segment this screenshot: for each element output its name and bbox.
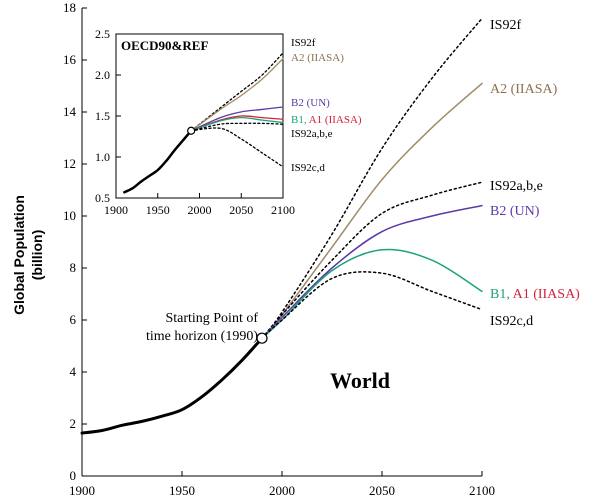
inset-x-tick-label: 2050 — [229, 203, 253, 217]
inset-x-tick-label: 2000 — [188, 203, 212, 217]
inset-series-i_is92cd — [190, 127, 284, 168]
y-axis-label-line2: (billion) — [29, 230, 45, 281]
inset-series-i_a2 — [190, 57, 284, 132]
inset-x-tick-label: 2100 — [271, 203, 295, 217]
main-x-tick-label: 2000 — [269, 483, 295, 498]
main-x-tick-label: 2050 — [369, 483, 395, 498]
main-label-is92cd: IS92c,d — [490, 314, 533, 329]
main-x-tick-label: 1950 — [169, 483, 195, 498]
main-series-is92abe — [261, 181, 483, 339]
main-y-tick-label: 2 — [70, 416, 77, 431]
inset-series-i_is92abe — [190, 122, 284, 132]
main-y-tick-label: 6 — [70, 312, 77, 327]
inset-title: OECD90&REF — [121, 38, 208, 53]
inset-series-i_is92f — [190, 52, 284, 132]
main-y-tick-label: 8 — [70, 260, 77, 275]
main-x-tick-label: 2100 — [469, 483, 495, 498]
main-y-tick-label: 18 — [63, 0, 76, 15]
main-y-tick-label: 12 — [63, 156, 76, 171]
inset-x-tick-label: 1900 — [104, 203, 128, 217]
main-label-a2: A2 (IIASA) — [490, 82, 558, 97]
main-label-is92f: IS92f — [490, 18, 521, 33]
inset-y-tick-label: 1.0 — [95, 150, 110, 164]
inset-label-i_is92f: IS92f — [291, 37, 316, 49]
inset-y-tick-label: 0.5 — [95, 191, 110, 205]
inset-label-i_b1a1: B1, A1 (IIASA) — [291, 114, 362, 126]
inset-label-i_is92abe: IS92a,b,e — [291, 128, 333, 140]
main-y-tick-label: 14 — [63, 104, 77, 119]
inset-x-tick-label: 1950 — [146, 203, 170, 217]
inset-frame — [115, 33, 284, 199]
world-title: World — [330, 368, 390, 393]
annotation-line1: Starting Point of — [165, 311, 258, 326]
inset-start-point-marker — [187, 126, 196, 135]
main-series-historical — [80, 336, 264, 435]
inset-series-i_b2 — [190, 106, 284, 132]
annotation-line2: time horizon (1990) — [146, 329, 258, 344]
main-y-tick-label: 0 — [70, 468, 77, 483]
main-x-tick-label: 1900 — [69, 483, 95, 498]
inset-series-i_hist — [123, 129, 193, 194]
oecd-inset-plot: 0.5 1.0 1.5 2.0 2.5 1900 1950 2000 2050 2100 IS92f… — [95, 27, 362, 217]
main-start-point-marker — [256, 332, 268, 344]
y-axis-label-line1: Global Population — [11, 195, 27, 315]
main-series-b2 — [261, 204, 483, 339]
main-y-tick-label: 10 — [63, 208, 76, 223]
inset-y-tick-label: 2.0 — [95, 68, 110, 82]
main-label-b1a1: B1, A1 (IIASA) — [490, 287, 580, 302]
main-label-is92abe: IS92a,b,e — [490, 179, 543, 194]
main-y-tick-label: 16 — [63, 52, 77, 67]
main-series-is92f — [261, 17, 483, 339]
inset-label-i_is92cd: IS92c,d — [291, 162, 325, 174]
main-y-tick-label: 4 — [70, 364, 77, 379]
main-label-b2: B2 (UN) — [490, 204, 540, 219]
inset-label-i_a2: A2 (IIASA) — [291, 52, 344, 64]
main-series-is92cd — [261, 271, 483, 339]
inset-y-tick-label: 1.5 — [95, 109, 110, 123]
world-plot: 0 2 4 6 8 10 12 14 16 18 1900 1950 2000 2050 2100 IS92f… — [63, 0, 580, 498]
inset-label-i_b2: B2 (UN) — [291, 97, 330, 109]
inset-series-i_b1 — [190, 116, 284, 132]
inset-y-tick-label: 2.5 — [95, 27, 110, 41]
